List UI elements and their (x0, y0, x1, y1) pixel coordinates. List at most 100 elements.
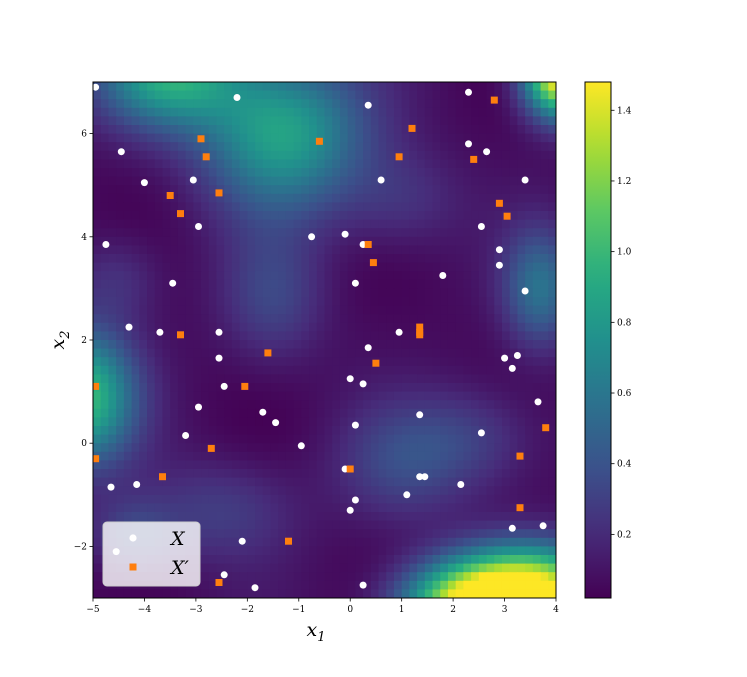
heatmap-cell (116, 82, 125, 92)
heatmap-cell (486, 572, 495, 582)
heatmap-cell (301, 90, 310, 100)
heatmap-cell (486, 254, 495, 264)
heatmap-cell (231, 546, 241, 556)
heatmap-cell (332, 383, 341, 393)
heatmap-cell (93, 314, 102, 324)
heatmap-cell (309, 254, 318, 264)
heatmap-cell (501, 305, 511, 315)
heatmap-cell (548, 512, 556, 522)
heatmap-cell (270, 322, 279, 332)
point-x-prime (542, 424, 550, 432)
heatmap-cell (301, 202, 310, 212)
heatmap-cell (540, 279, 549, 289)
heatmap-cell (432, 254, 441, 264)
heatmap-cell (262, 314, 272, 324)
heatmap-cell (116, 512, 125, 522)
heatmap-cell (247, 348, 256, 358)
heatmap-cell (255, 529, 264, 539)
scatter-points (93, 83, 550, 592)
heatmap-cell (478, 202, 488, 212)
heatmap-cell (193, 477, 202, 487)
heatmap-cell (447, 408, 457, 418)
heatmap-cell (525, 331, 534, 341)
heatmap-cell (486, 279, 495, 289)
heatmap-cell (386, 494, 395, 504)
heatmap-cell (332, 176, 341, 186)
heatmap-cell (108, 451, 117, 461)
heatmap-cell (471, 537, 480, 547)
heatmap-cell (208, 503, 218, 513)
heatmap-cell (363, 125, 372, 135)
heatmap-cell (278, 512, 287, 522)
heatmap-cell (409, 228, 418, 238)
heatmap-cell (478, 580, 488, 590)
heatmap-cell (201, 374, 210, 384)
y-tick-label: −2 (74, 542, 87, 552)
heatmap-cell (370, 383, 380, 393)
heatmap-cell (278, 159, 287, 169)
heatmap-cell (224, 99, 233, 109)
heatmap-cell (424, 486, 434, 496)
heatmap-cell (177, 142, 187, 152)
heatmap-cell (424, 357, 434, 367)
heatmap-cell (455, 176, 464, 186)
heatmap-cell (517, 168, 526, 178)
heatmap-cell (301, 537, 310, 547)
heatmap-cell (116, 486, 125, 496)
colorbar-frame (584, 81, 612, 599)
heatmap-cell (424, 211, 434, 221)
heatmap-cell (355, 142, 364, 152)
heatmap-cell (355, 116, 364, 126)
heatmap-cell (517, 176, 526, 186)
heatmap-cell (347, 99, 356, 109)
heatmap-cell (548, 383, 556, 393)
heatmap-cell (471, 348, 480, 358)
heatmap-cell (285, 176, 295, 186)
heatmap-cell (108, 348, 117, 358)
heatmap-cell (509, 486, 519, 496)
heatmap-cell (231, 271, 241, 281)
heatmap-cell (177, 305, 187, 315)
heatmap-cell (231, 408, 241, 418)
heatmap-cell (293, 434, 302, 444)
heatmap-cell (309, 236, 318, 246)
heatmap-cell (440, 357, 449, 367)
heatmap-cell (471, 555, 480, 565)
heatmap-cell (347, 82, 356, 92)
heatmap-cell (301, 443, 310, 453)
heatmap-cell (532, 99, 542, 109)
heatmap-cell (185, 271, 194, 281)
point-x-prime (346, 465, 354, 473)
heatmap-cell (432, 202, 441, 212)
heatmap-cell (285, 400, 295, 410)
heatmap-cell (517, 99, 526, 109)
heatmap-cell (255, 537, 264, 547)
heatmap-cell (208, 142, 218, 152)
heatmap-cell (409, 529, 418, 539)
heatmap-cell (316, 107, 326, 117)
heatmap-cell (185, 133, 194, 143)
heatmap-cell (216, 82, 225, 92)
heatmap-cell (440, 142, 449, 152)
heatmap-cell (525, 469, 534, 479)
heatmap-cell (486, 340, 495, 350)
heatmap-cell (177, 245, 187, 255)
point-x-prime (177, 210, 184, 218)
heatmap-cell (100, 383, 110, 393)
heatmap-cell (540, 322, 549, 332)
heatmap-cell (100, 391, 110, 401)
heatmap-cell (363, 555, 372, 565)
heatmap-cell (278, 305, 287, 315)
heatmap-cell (339, 142, 349, 152)
heatmap-cell (231, 116, 241, 126)
heatmap-cell (370, 159, 380, 169)
heatmap-cell (432, 228, 441, 238)
heatmap-cell (432, 365, 441, 375)
heatmap-cell (424, 503, 434, 513)
heatmap-cell (393, 340, 403, 350)
heatmap-cell (347, 211, 356, 221)
heatmap-cell (447, 537, 457, 547)
heatmap-cell (270, 245, 279, 255)
heatmap-cell (255, 563, 264, 573)
